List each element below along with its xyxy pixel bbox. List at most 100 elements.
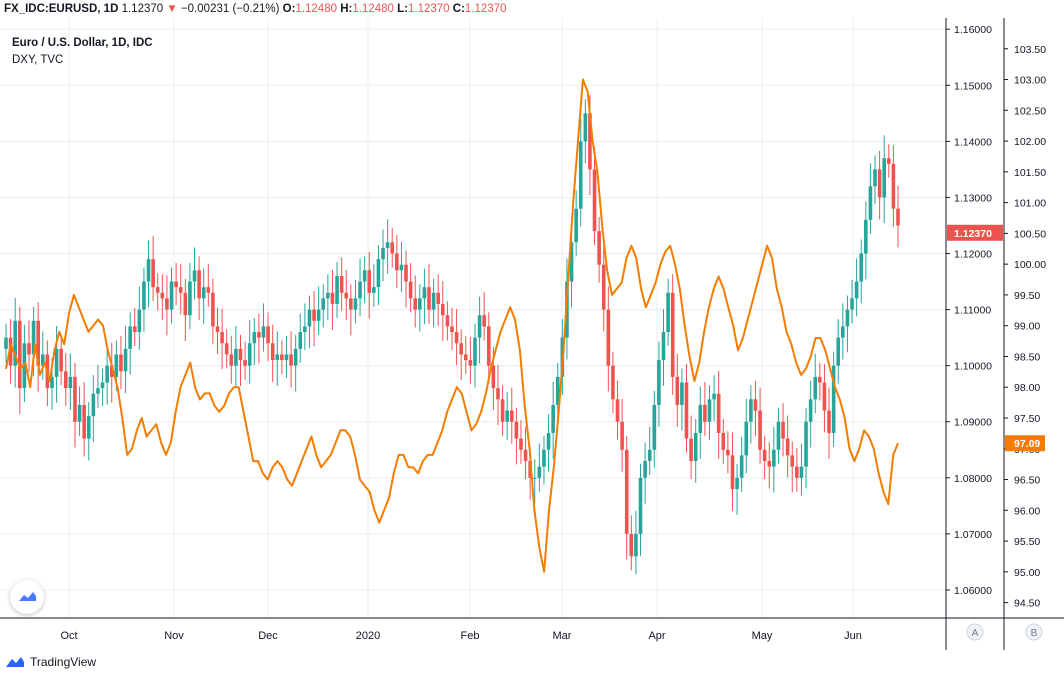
chart-legend: Euro / U.S. Dollar, 1D, IDC DXY, TVC <box>12 35 153 69</box>
candle-body <box>395 253 399 271</box>
candle-body <box>413 298 418 310</box>
candle-body <box>280 354 284 361</box>
price-chart[interactable]: Oct Nov Dec 2020 Feb Mar Apr May Jun 1.06000 1.070… <box>0 18 1064 650</box>
candle-body <box>376 259 381 288</box>
candle-body <box>509 410 514 422</box>
dxy-axis-label: 94.50 <box>1014 598 1040 610</box>
candle-body <box>408 281 413 299</box>
candle-body <box>385 242 390 248</box>
candle-body <box>795 466 799 478</box>
candle-body <box>845 309 850 327</box>
high-value: 1.12480 <box>352 3 394 15</box>
candle-body <box>887 158 891 164</box>
candle-body <box>390 242 395 254</box>
candle-body <box>836 337 841 366</box>
price-axis-label: 1.15000 <box>954 80 992 92</box>
dxy-axis-label: 103.00 <box>1014 75 1046 87</box>
dxy-axis-label: 95.00 <box>1014 567 1040 579</box>
candle-body <box>588 113 592 170</box>
candle-body <box>119 354 123 372</box>
candle-body <box>583 113 588 142</box>
candle-body <box>132 326 137 333</box>
candle-body <box>353 298 358 310</box>
candle-body <box>339 275 344 293</box>
candle-body <box>289 354 293 366</box>
candle-body <box>450 326 454 333</box>
dxy-axis-label: 99.50 <box>1014 290 1040 302</box>
candle-body <box>882 158 887 198</box>
candle-body <box>234 348 238 366</box>
candle-body <box>114 354 119 377</box>
x-tick-label: Mar <box>553 630 572 642</box>
candle-body <box>606 309 611 366</box>
candle-body <box>362 270 367 282</box>
dxy-axis-label: 100.00 <box>1014 259 1046 271</box>
candle-body <box>762 449 767 461</box>
candle-body <box>201 287 206 299</box>
legend-overlay-series[interactable]: DXY, TVC <box>12 54 64 66</box>
candle-body <box>569 242 574 282</box>
cloud-icon <box>19 592 36 601</box>
eurusd-last-price-label: 1.12370 <box>954 228 992 240</box>
candle-body <box>776 421 781 450</box>
candle-body <box>772 449 776 467</box>
candle-body <box>670 292 675 377</box>
candle-body <box>873 169 877 187</box>
candle-body <box>675 376 680 405</box>
candle-body <box>316 309 321 321</box>
candle-body <box>896 208 900 226</box>
candle-body <box>712 393 716 400</box>
candle-body <box>151 259 155 288</box>
candle-body <box>358 281 362 299</box>
dxy-axis-label: 102.50 <box>1014 105 1046 117</box>
symbol-title[interactable]: FX_IDC:EURUSD, 1D <box>4 3 119 15</box>
tradingview-logo-button[interactable] <box>10 580 44 614</box>
candle-body <box>330 292 335 304</box>
candle-body <box>661 332 666 361</box>
scale-button-label[interactable]: A <box>972 628 979 639</box>
candle-body <box>785 438 790 456</box>
scale-button-a[interactable] <box>966 623 984 641</box>
candle-body <box>790 455 795 467</box>
candle-body <box>505 410 509 422</box>
candle-body <box>142 281 146 310</box>
candle-body <box>266 326 270 344</box>
candle-body <box>63 371 68 389</box>
dxy-axis-label: 100.50 <box>1014 228 1046 240</box>
scale-button-label[interactable]: B <box>1031 628 1038 639</box>
candle-body <box>647 449 652 461</box>
down-arrow-icon: ▼ <box>166 3 178 15</box>
candle-body <box>831 365 836 433</box>
candle-body <box>864 219 868 254</box>
chart-grid <box>0 18 946 618</box>
candle-body <box>335 275 339 304</box>
candle-body <box>827 410 831 433</box>
last-price: 1.12370 <box>121 3 164 15</box>
open-label: O: <box>282 3 296 15</box>
legend-main-series[interactable]: Euro / U.S. Dollar, 1D, IDC <box>12 37 153 49</box>
candle-body <box>257 332 261 338</box>
candle-body <box>307 309 312 327</box>
candle-body <box>68 376 73 389</box>
candle-body <box>404 264 408 282</box>
x-tick-label: Nov <box>164 630 184 642</box>
price-axis-label: 1.12000 <box>954 249 992 261</box>
scale-button-b[interactable] <box>1025 623 1043 641</box>
price-axis-label: 1.09000 <box>954 417 992 429</box>
dxy-line-series <box>5 78 899 573</box>
candle-body <box>96 388 100 394</box>
candle-body <box>91 393 96 417</box>
candle-body <box>818 376 822 383</box>
candle-body <box>422 287 427 299</box>
candle-body <box>427 287 431 310</box>
candle-body <box>891 163 896 209</box>
candle-body <box>854 281 859 299</box>
candle-body <box>730 455 735 490</box>
candle-body <box>877 169 882 198</box>
candle-body <box>578 141 583 209</box>
candle-body <box>77 404 82 422</box>
candle-body <box>8 337 13 366</box>
candle-body <box>726 449 730 456</box>
candle-body <box>753 399 758 411</box>
candle-body <box>514 421 519 439</box>
